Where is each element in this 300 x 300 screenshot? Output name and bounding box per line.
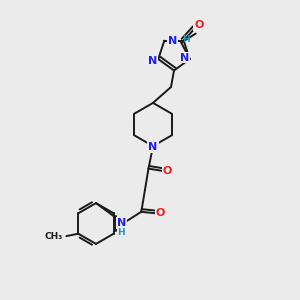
Text: N: N bbox=[148, 56, 157, 66]
Text: O: O bbox=[155, 208, 165, 218]
Text: O: O bbox=[194, 20, 203, 30]
Text: N: N bbox=[180, 52, 189, 63]
Text: N: N bbox=[117, 218, 126, 228]
Text: N: N bbox=[168, 36, 177, 46]
Text: CH₃: CH₃ bbox=[44, 232, 63, 241]
Text: O: O bbox=[163, 166, 172, 176]
Text: H: H bbox=[117, 228, 125, 237]
Text: H: H bbox=[182, 35, 190, 44]
Text: N: N bbox=[148, 142, 158, 152]
